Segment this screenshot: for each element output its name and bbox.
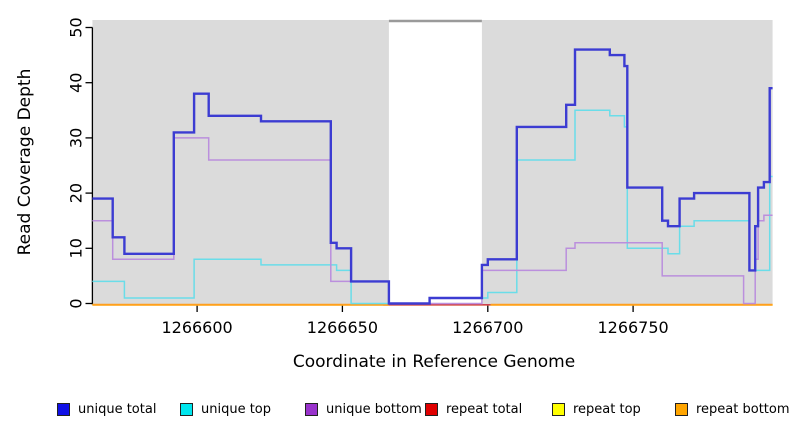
legend-swatch [552, 402, 565, 416]
legend-label: unique top [201, 401, 272, 417]
legend-item-repeat-total: repeat total [425, 401, 522, 417]
x-axis-label: Coordinate in Reference Genome [292, 352, 576, 372]
legend-label: repeat bottom [696, 401, 790, 417]
x-tick-label: 1266650 [307, 318, 378, 337]
shaded-region [92, 20, 389, 304]
y-tick-label: 20 [67, 183, 86, 203]
y-tick-label: 40 [67, 73, 86, 93]
legend-item-unique-top: unique top [180, 401, 271, 417]
legend-item-unique-total: unique total [57, 401, 156, 417]
x-tick-label: 1266750 [597, 318, 668, 337]
legend-item-unique-bottom: unique bottom [305, 401, 422, 417]
legend-label: repeat top [573, 401, 641, 417]
series-unique-top [92, 109, 773, 305]
x-tick-label: 1266700 [452, 318, 523, 337]
legend-swatch [180, 402, 193, 416]
legend-label: unique total [78, 401, 157, 417]
series-unique-bottom [92, 137, 773, 305]
y-tick-label: 0 [67, 298, 86, 308]
legend-label: repeat total [446, 401, 523, 417]
legend-swatch [425, 402, 438, 416]
legend: unique total unique top unique bottom repea… [0, 401, 792, 419]
y-axis-label: Read Coverage Depth [15, 68, 35, 256]
y-tick-label: 30 [67, 128, 86, 148]
legend-swatch [305, 402, 318, 416]
legend-label: unique bottom [326, 401, 422, 417]
legend-item-repeat-top: repeat top [552, 401, 641, 417]
legend-swatch [57, 402, 70, 416]
x-tick-label: 1266600 [161, 318, 232, 337]
y-tick-label: 10 [67, 238, 86, 258]
y-tick-label: 50 [67, 17, 86, 37]
legend-swatch [675, 402, 688, 416]
series-unique-total [92, 48, 773, 305]
legend-item-repeat-bottom: repeat bottom [675, 401, 790, 417]
